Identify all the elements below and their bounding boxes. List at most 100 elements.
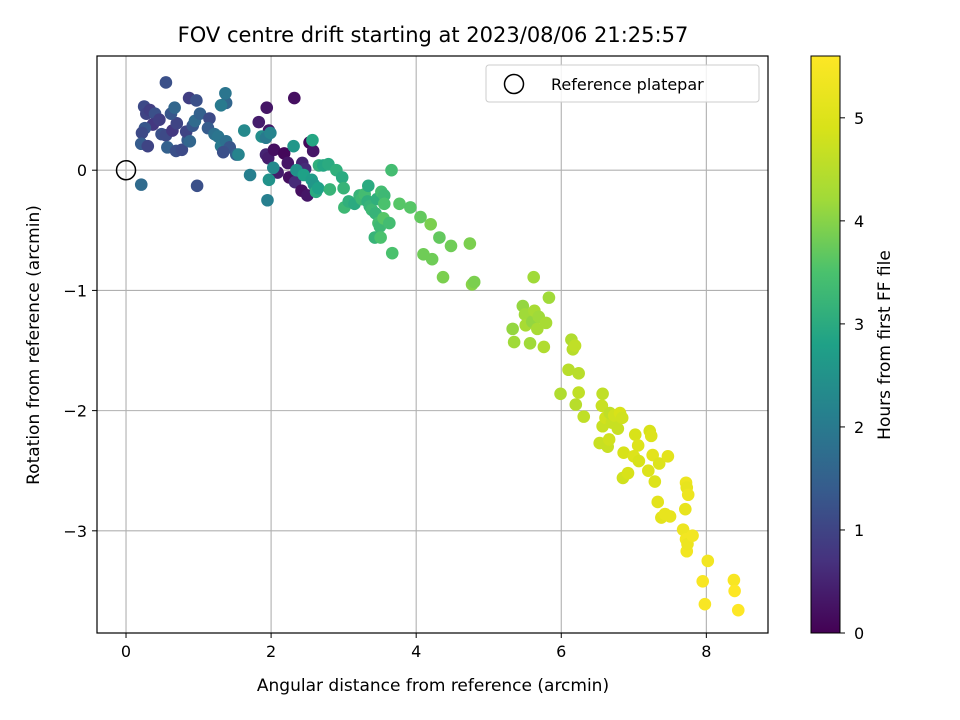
data-point — [219, 86, 232, 100]
colorbar-tick-label: 5 — [854, 109, 864, 128]
data-point — [243, 168, 257, 182]
scatter-points — [134, 76, 745, 617]
data-point — [385, 163, 398, 177]
data-point — [216, 145, 230, 159]
grid — [97, 56, 768, 633]
data-point — [731, 603, 745, 617]
data-point — [135, 126, 149, 140]
data-point — [642, 464, 655, 478]
data-point — [631, 439, 645, 452]
data-point — [569, 398, 583, 411]
data-point — [554, 387, 567, 401]
x-tick-label: 6 — [556, 642, 566, 661]
data-point — [539, 316, 553, 330]
colorbar: 0 1 2 3 4 5 Hours from first FF file — [810, 55, 895, 643]
x-tick-label: 4 — [411, 642, 421, 661]
data-point — [433, 231, 446, 244]
y-tick-label: 0 — [77, 161, 87, 180]
data-point — [644, 429, 658, 443]
data-point — [134, 178, 148, 191]
data-point — [335, 171, 349, 184]
plot-frame — [96, 55, 769, 634]
data-point — [651, 495, 665, 509]
data-point — [621, 466, 635, 480]
data-point — [377, 197, 391, 211]
x-axis-label: Angular distance from reference (arcmin) — [257, 676, 609, 696]
data-point — [261, 193, 274, 207]
data-point — [232, 148, 245, 161]
data-point — [385, 246, 399, 260]
data-point — [617, 446, 630, 459]
data-point — [237, 124, 251, 137]
data-point — [542, 291, 556, 304]
data-point — [214, 98, 228, 112]
data-point — [632, 454, 646, 468]
y-tick-label: −3 — [63, 522, 87, 541]
y-tick-label: −2 — [63, 402, 87, 421]
data-point — [175, 143, 189, 157]
data-point — [287, 139, 300, 153]
x-tick-label: 2 — [266, 642, 276, 661]
data-point — [676, 523, 690, 536]
data-point — [170, 117, 184, 130]
reference-marker — [115, 159, 137, 181]
data-point — [463, 237, 477, 250]
chart-title: FOV centre drift starting at 2023/08/06 … — [178, 23, 689, 47]
data-point — [444, 239, 458, 253]
data-point — [615, 411, 629, 425]
data-point — [686, 529, 699, 542]
data-point — [572, 386, 585, 399]
data-point — [337, 181, 350, 195]
data-point — [679, 502, 692, 516]
data-point — [252, 115, 266, 129]
data-point — [425, 252, 439, 266]
legend: Reference platepar — [485, 64, 760, 103]
data-point — [267, 143, 281, 157]
reference-point — [115, 159, 137, 181]
data-point — [266, 161, 280, 175]
data-point — [467, 275, 481, 289]
data-point — [277, 147, 291, 160]
data-point — [661, 449, 675, 463]
data-point — [141, 139, 155, 153]
colorbar-tick-label: 3 — [854, 315, 864, 334]
colorbar-tick-label: 1 — [854, 521, 864, 540]
x-axis-ticks: 0 2 4 6 8 — [121, 633, 711, 661]
data-point — [260, 101, 274, 114]
data-point — [523, 336, 537, 350]
y-axis-label: Rotation from reference (arcmin) — [24, 205, 44, 485]
y-axis-ticks: −3 −2 −1 0 — [63, 161, 97, 541]
data-point — [602, 433, 616, 446]
data-point — [393, 197, 406, 211]
data-point — [264, 126, 277, 140]
data-point — [383, 216, 396, 230]
data-point — [701, 554, 715, 568]
data-point — [193, 107, 207, 120]
data-point — [537, 340, 551, 354]
data-point — [281, 156, 295, 170]
data-point — [611, 422, 625, 435]
data-point — [596, 387, 609, 401]
colorbar-gradient — [810, 55, 841, 634]
data-point — [404, 201, 417, 214]
data-point — [288, 91, 301, 105]
data-point — [595, 399, 609, 413]
data-point — [728, 584, 741, 598]
data-point — [698, 597, 712, 611]
data-point — [572, 367, 585, 380]
data-point — [527, 270, 540, 284]
data-point — [507, 335, 521, 349]
legend-box — [485, 64, 760, 103]
data-point — [306, 144, 320, 158]
data-point — [362, 179, 375, 193]
colorbar-ticks: 0 1 2 3 4 5 — [840, 109, 864, 643]
x-tick-label: 0 — [121, 642, 131, 661]
y-tick-label: −1 — [63, 281, 87, 300]
data-point — [159, 76, 173, 89]
data-point — [648, 475, 662, 488]
x-tick-label: 8 — [701, 642, 711, 661]
data-point — [577, 410, 591, 423]
data-point — [153, 113, 166, 127]
data-point — [190, 94, 203, 107]
